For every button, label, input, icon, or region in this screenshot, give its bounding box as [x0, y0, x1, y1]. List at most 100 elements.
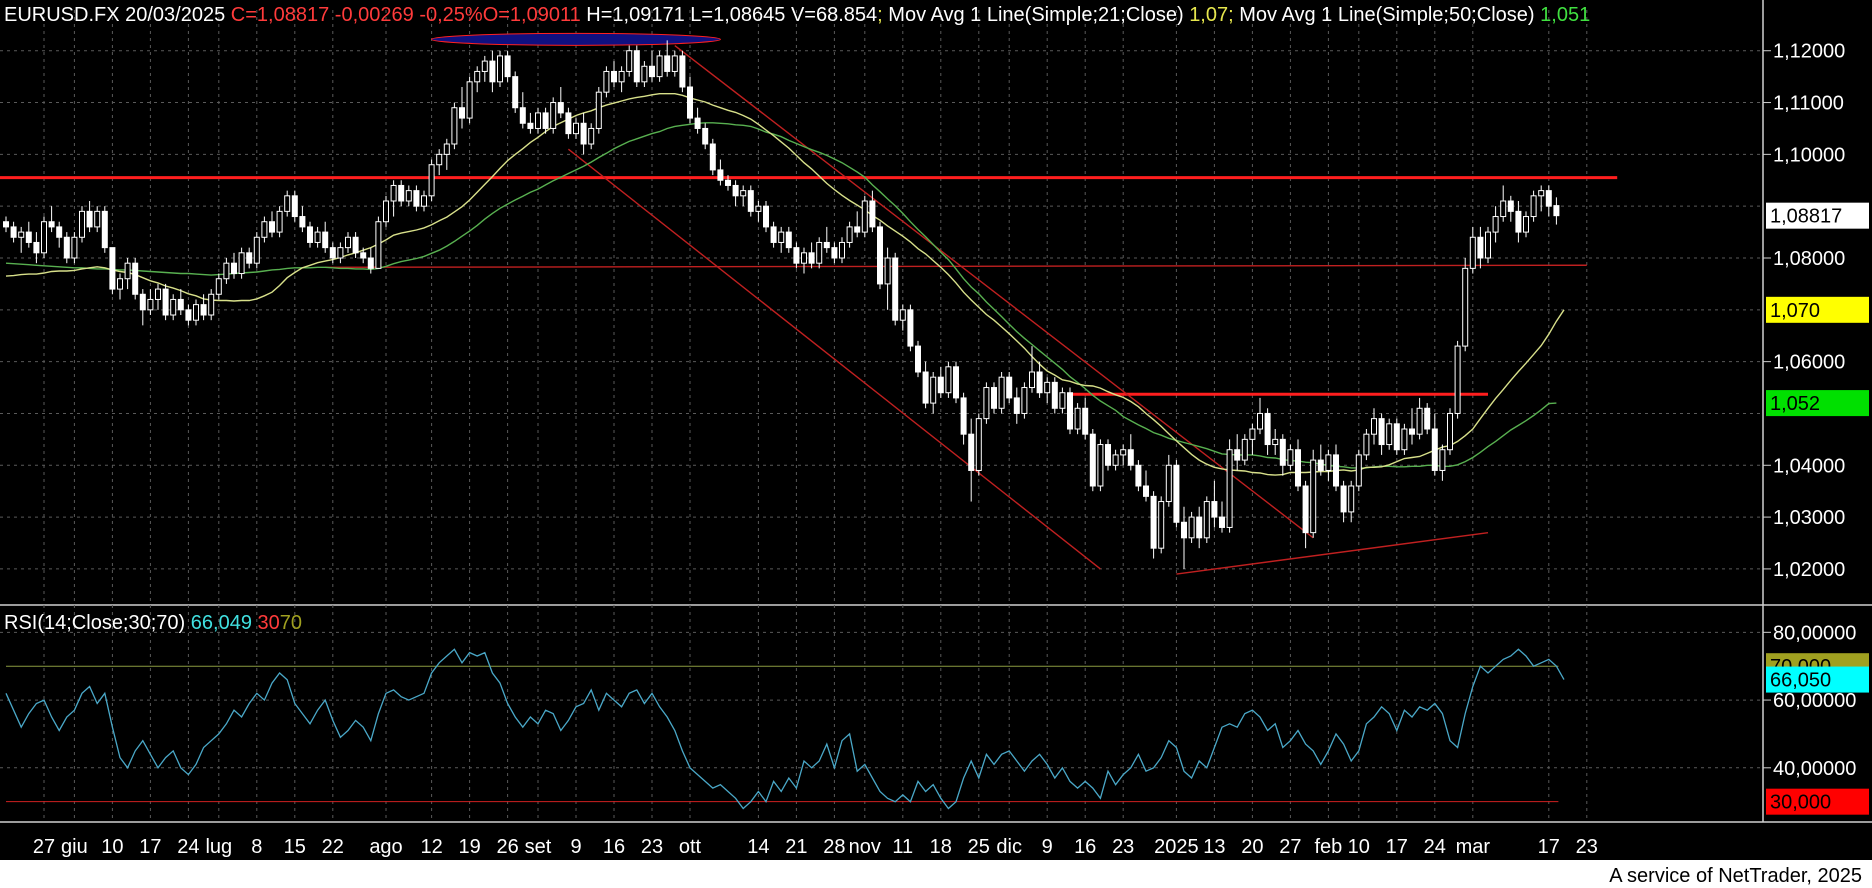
candle-body-up [155, 288, 161, 300]
trendline-channel-upper [674, 44, 1314, 539]
candle-body-up [755, 205, 762, 212]
candle-body-up [1097, 444, 1104, 487]
candle-body-up [215, 278, 222, 295]
candle-body-down [1507, 200, 1514, 212]
candle-body-down [231, 262, 237, 275]
candle-body-down [1340, 485, 1347, 513]
candle-body-up [1074, 407, 1081, 430]
candle-body-down [63, 236, 70, 259]
candle-body-down [907, 309, 914, 347]
candle-body-up [436, 153, 443, 166]
candle-body-up [861, 200, 868, 233]
candle-body-down [1013, 397, 1020, 414]
candle-body-up [656, 55, 663, 78]
rsi-tick-label: 60,00000 [1773, 690, 1856, 712]
x-tick-label: 23 [641, 836, 663, 858]
rsi-tag-bg [1766, 666, 1869, 693]
candle-body-down [649, 65, 655, 78]
candle-body-down [633, 50, 640, 83]
candle-body-down [854, 226, 861, 233]
candle-body-up [1371, 418, 1377, 435]
candle-body-up [41, 221, 47, 254]
candle-body-down [1515, 210, 1522, 233]
candle-body-up [390, 184, 397, 202]
candle-body-up [1287, 449, 1294, 466]
candle-body-up [238, 252, 245, 275]
candle-body-down [1424, 407, 1431, 430]
candle-body-up [778, 231, 785, 243]
x-tick-label: 28 [823, 836, 845, 858]
price-panel-header: EURUSD.FX 20/03/2025 C=1,08817 -0,00269 … [4, 4, 1590, 27]
rsi-value: 66,049 [190, 612, 252, 634]
candle-body-up [1203, 501, 1210, 539]
x-tick-label: giu [61, 836, 88, 858]
ma50-value: 1,051 [1540, 4, 1591, 26]
candle-body-down [793, 247, 800, 264]
candle-body-up [466, 81, 473, 119]
candle-body-down [527, 122, 534, 129]
price-tick-label: 1,06000 [1773, 352, 1845, 374]
candle-body-down [1067, 392, 1073, 430]
candle-body-up [253, 236, 260, 264]
candle-body-down [1295, 449, 1301, 487]
rsi-tick-label: 80,00000 [1773, 622, 1856, 644]
candle-body-up [801, 252, 807, 264]
x-tick-label: 24 [177, 836, 199, 858]
low-value: L=1,08645 [690, 4, 786, 26]
candle-body-up [147, 298, 154, 311]
rsi-tag: 30,000 [1770, 792, 1831, 814]
candle-body-down [1127, 449, 1134, 466]
x-tick-label: 16 [1074, 836, 1096, 858]
candle-body-down [542, 112, 549, 129]
candle-body-down [808, 252, 815, 264]
candle-body-up [1348, 485, 1355, 513]
candle-body-down [1545, 190, 1552, 207]
candle-body-down [915, 345, 921, 373]
candle-body-down [1409, 428, 1415, 435]
symbol-date: EURUSD.FX 20/03/2025 [4, 4, 226, 26]
candle-body-down [1477, 236, 1484, 259]
candle-body-down [25, 231, 32, 243]
x-tick-label: 19 [458, 836, 480, 858]
candle-body-down [512, 76, 519, 109]
candle-body-up [1363, 433, 1370, 456]
candle-body-down [702, 127, 709, 145]
candle-body-down [1006, 376, 1013, 399]
candle-body-down [246, 252, 253, 264]
candle-body-down [869, 200, 876, 228]
candle-body-up [1272, 438, 1279, 446]
price-tick-label: 1,08000 [1773, 248, 1845, 270]
x-tick-label: 17 [1386, 836, 1408, 858]
candle-body-down [291, 195, 298, 218]
candle-body-up [284, 195, 291, 212]
candle-body-up [1454, 345, 1461, 414]
candle-body-down [1431, 428, 1438, 471]
candle-body-up [1310, 459, 1317, 534]
volume-value: V=68.854 [790, 4, 878, 26]
candle-body-up [626, 50, 633, 72]
x-tick-label: 15 [284, 836, 306, 858]
candle-body-up [1257, 412, 1263, 430]
candle-body-down [687, 86, 693, 119]
candle-body-down [1317, 459, 1324, 471]
candle-body-down [1105, 444, 1111, 466]
candle-body-up [375, 221, 382, 269]
x-tick-label: 27 [1279, 836, 1301, 858]
x-tick-label: mar [1456, 836, 1491, 858]
price-tag-bg [1766, 296, 1869, 323]
price-tick-label: 1,02000 [1773, 559, 1845, 581]
candle-body-down [747, 190, 754, 212]
candle-body-up [550, 102, 557, 129]
rsi-panel-header: RSI(14;Close;30;70) 66,049 3070 [4, 612, 302, 635]
candle-body-up [603, 70, 610, 93]
x-tick-label: dic [996, 836, 1022, 858]
candle-body-down [732, 184, 739, 197]
candle-body-up [451, 107, 458, 145]
candle-body-down [1051, 381, 1058, 409]
candle-body-up [975, 418, 982, 471]
x-tick-label: 23 [1112, 836, 1134, 858]
candle-body-up [1485, 231, 1491, 259]
x-tick-label: 8 [251, 836, 262, 858]
price-tick-label: 1,11000 [1773, 93, 1844, 115]
